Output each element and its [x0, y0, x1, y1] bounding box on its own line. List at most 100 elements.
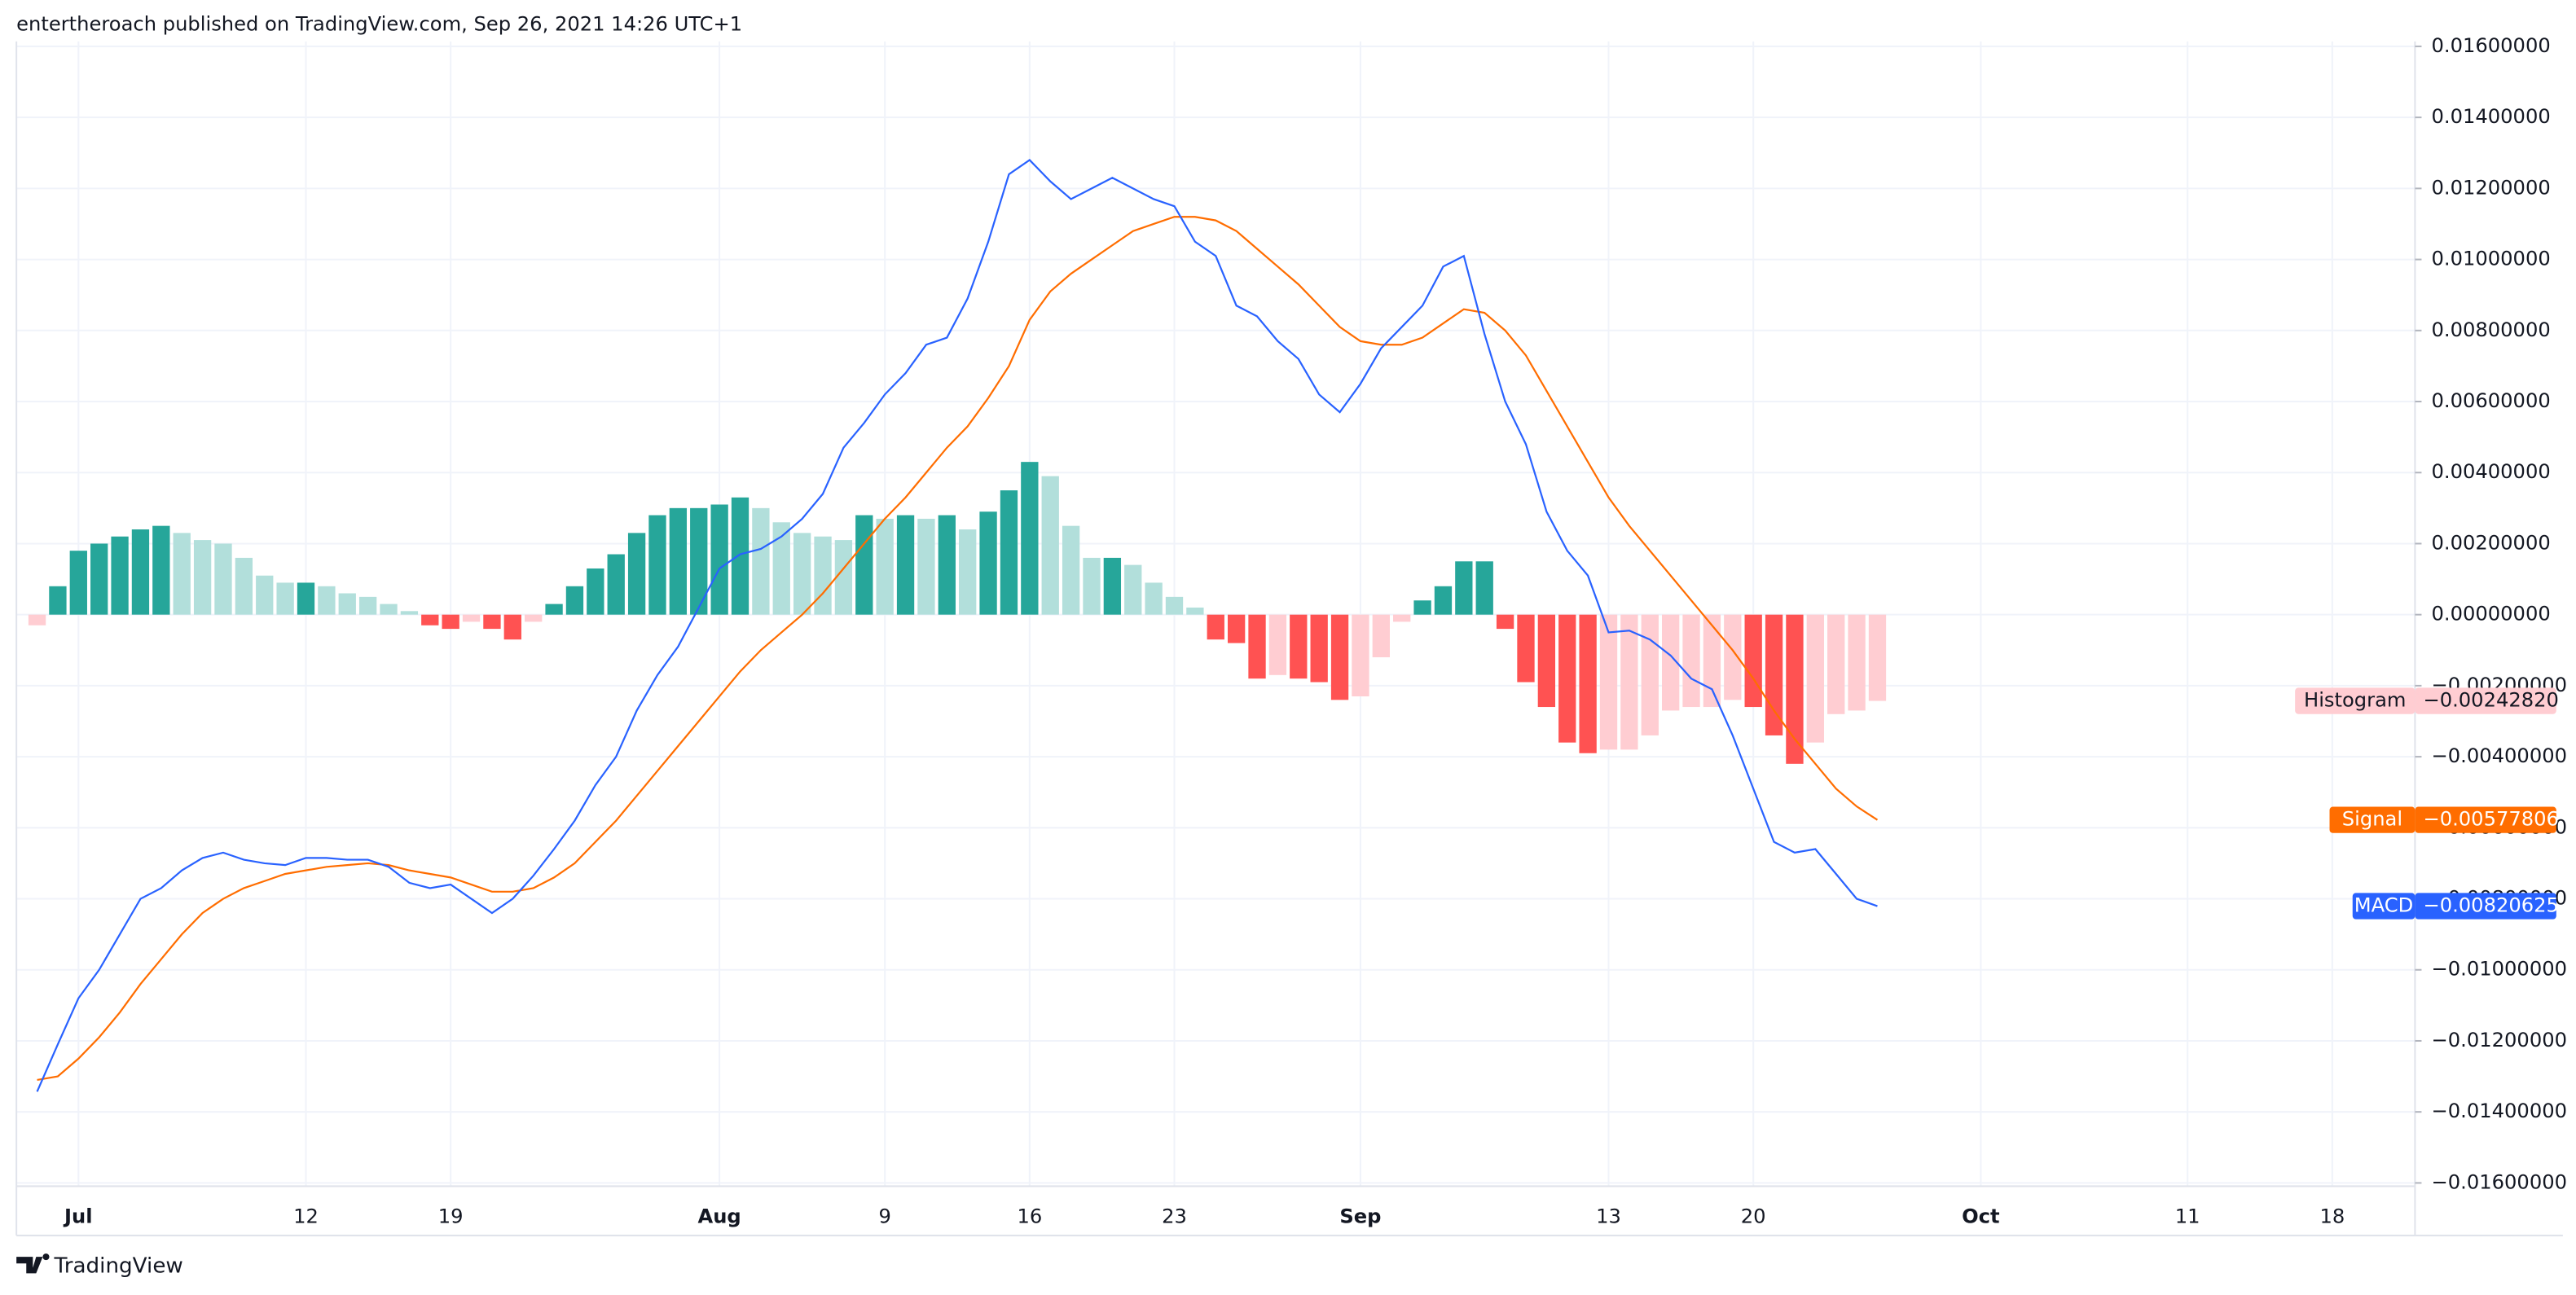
histogram-bar	[855, 515, 873, 615]
tag-name-bg	[2329, 806, 2416, 833]
y-tick-label: 0.01000000	[2432, 248, 2551, 270]
histogram-bar	[1165, 596, 1184, 615]
histogram-bar	[1537, 614, 1556, 708]
y-tick-label: 0.00800000	[2432, 318, 2551, 341]
y-tick-label: 0.01600000	[2432, 34, 2551, 57]
histogram-bar	[462, 614, 481, 622]
histogram-bar	[111, 536, 129, 615]
tag-value: −0.00820625	[2423, 894, 2558, 917]
histogram-bar	[690, 507, 708, 615]
histogram-bar	[607, 554, 625, 615]
tag-name-bg	[2295, 687, 2416, 714]
histogram-bar	[380, 604, 398, 615]
tag-name: MACD	[2354, 894, 2414, 917]
histogram-bar	[1310, 614, 1328, 683]
x-tick-label: 23	[1162, 1205, 1187, 1228]
tag-value: −0.00577806	[2423, 808, 2558, 831]
histogram-bar	[1124, 564, 1142, 615]
histogram-bar	[1393, 614, 1411, 622]
y-tick-label: −0.01200000	[2432, 1029, 2567, 1051]
x-tick-label: 11	[2175, 1205, 2200, 1228]
histogram-bar	[1062, 525, 1080, 615]
histogram-bar	[793, 533, 811, 615]
histogram-bar	[297, 582, 315, 615]
histogram-bar	[1000, 490, 1018, 615]
histogram-bar	[28, 614, 46, 626]
y-tick-label: 0.00000000	[2432, 603, 2551, 626]
histogram-bar	[525, 614, 543, 622]
histogram-bar	[834, 540, 853, 615]
histogram-bar	[1579, 614, 1597, 753]
histogram-bar	[1041, 476, 1059, 615]
x-tick-label: Aug	[697, 1205, 741, 1228]
y-tick-label: 0.00400000	[2432, 460, 2551, 483]
tag-value-bg	[2415, 806, 2556, 833]
y-tick-label: 0.01200000	[2432, 176, 2551, 199]
histogram-bar	[917, 518, 935, 615]
x-tick-label: 9	[878, 1205, 890, 1228]
histogram-bar	[1352, 614, 1369, 696]
histogram-bar	[1475, 561, 1493, 615]
histogram-bar	[1330, 614, 1349, 700]
y-tick-label: −0.00400000	[2432, 744, 2567, 767]
footer: TradingView	[54, 1254, 183, 1279]
y-tick-label: 0.00600000	[2432, 389, 2551, 412]
histogram-bar	[503, 614, 521, 640]
histogram-bar	[1248, 614, 1266, 679]
histogram-bar	[442, 614, 459, 630]
series-line	[36, 159, 1878, 1092]
histogram-bar	[90, 543, 108, 615]
series-line	[37, 216, 1879, 1082]
histogram-bar	[669, 507, 688, 615]
histogram-bar	[979, 511, 997, 615]
histogram-bar	[276, 582, 294, 615]
histogram-bar	[627, 533, 646, 615]
histogram-bar	[1641, 614, 1659, 735]
histogram-bar	[1227, 614, 1246, 643]
histogram-bar	[1661, 614, 1680, 711]
histogram-bar	[876, 518, 894, 615]
histogram-bar	[1765, 614, 1783, 735]
histogram-bar	[731, 497, 750, 615]
histogram-bar	[1868, 614, 1887, 701]
histogram-bar	[1021, 462, 1039, 615]
histogram-bar	[772, 522, 790, 615]
header: entertheroach published on TradingView.c…	[16, 13, 742, 36]
y-tick-label: −0.01400000	[2432, 1100, 2567, 1122]
tag-value-bg	[2415, 893, 2556, 920]
histogram-bar	[338, 593, 356, 615]
histogram-bar	[1517, 614, 1535, 683]
histogram-bar	[193, 540, 212, 615]
histogram-bar	[1786, 614, 1804, 764]
x-tick-label: Sep	[1339, 1205, 1381, 1228]
x-tick-label: Jul	[63, 1205, 93, 1228]
histogram-bar	[1083, 557, 1101, 615]
x-tick-label: 16	[1017, 1205, 1042, 1228]
x-tick-label: 13	[1596, 1205, 1621, 1228]
histogram-bar	[648, 515, 666, 615]
histogram-bar	[587, 568, 604, 615]
plot	[28, 159, 1887, 1092]
histogram-bar	[896, 515, 915, 615]
histogram-bar	[1558, 614, 1576, 743]
histogram-bar	[1455, 561, 1473, 615]
histogram-bar	[358, 596, 377, 615]
histogram-bar	[400, 611, 419, 615]
histogram-bar	[1186, 607, 1204, 615]
histogram-bar	[152, 525, 170, 615]
y-tick-label: −0.01600000	[2432, 1170, 2567, 1193]
histogram-bar	[1145, 582, 1163, 615]
histogram-bar	[214, 543, 232, 615]
histogram-bar	[1744, 614, 1762, 708]
tag-name-bg	[2352, 893, 2416, 920]
histogram-bar	[256, 575, 274, 615]
histogram-bar	[959, 529, 977, 615]
histogram-bar	[545, 604, 563, 615]
x-tick-label: 18	[2319, 1205, 2345, 1228]
tag-value: −0.00242820	[2423, 689, 2558, 712]
x-tick-label: 19	[438, 1205, 464, 1228]
tag-value-bg	[2415, 687, 2556, 714]
histogram-bar	[49, 586, 67, 615]
